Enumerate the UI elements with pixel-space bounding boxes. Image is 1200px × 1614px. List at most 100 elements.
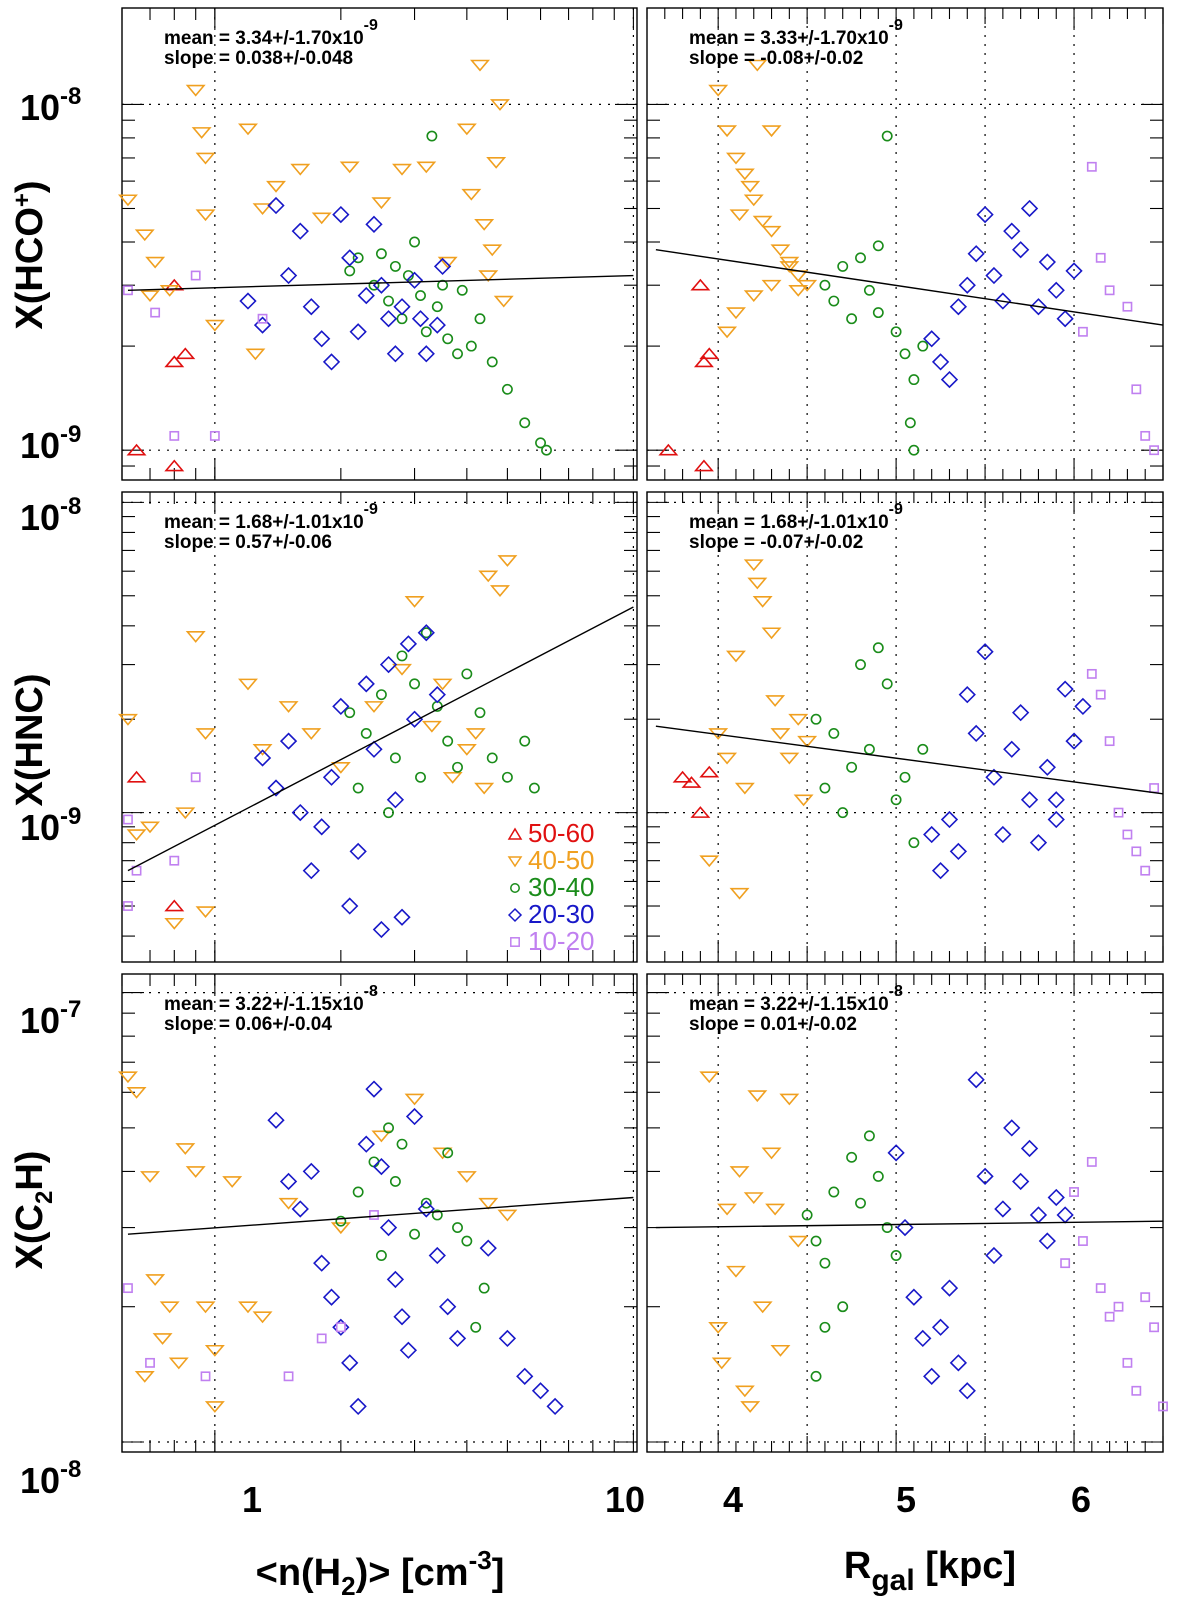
point-30-40 (863, 743, 875, 755)
point-30-40 (899, 348, 911, 360)
point-30-40 (335, 1215, 347, 1227)
point-40-50 (252, 743, 273, 756)
point-40-50 (740, 180, 761, 193)
point-10-20 (335, 1322, 346, 1333)
point-40-50 (747, 1090, 768, 1103)
point-20-30 (341, 249, 359, 267)
xtick-right-4: 4 (723, 1479, 743, 1520)
point-40-50 (159, 284, 180, 297)
point-40-50 (711, 1357, 732, 1370)
point-20-30 (914, 1329, 932, 1348)
xtick-right-6: 6 (1071, 1479, 1091, 1520)
x-axis-title-rgal: Rgal [kpc] (844, 1545, 1016, 1597)
point-40-50 (126, 829, 147, 842)
point-20-30 (1056, 310, 1074, 328)
point-10-20 (145, 1357, 155, 1368)
point-30-40 (470, 1321, 482, 1333)
point-40-50 (788, 270, 809, 283)
point-20-30 (923, 1367, 941, 1385)
fit-line (655, 1220, 1164, 1229)
annotation-slope: slope = -0.07+/-0.02 (689, 532, 863, 553)
point-20-30 (349, 842, 367, 861)
point-40-50 (330, 761, 351, 774)
point-40-50 (474, 782, 495, 795)
point-50-60 (681, 776, 702, 788)
point-20-30 (985, 768, 1003, 786)
point-30-40 (396, 1138, 408, 1150)
point-40-50 (195, 1301, 216, 1314)
point-20-30 (279, 1172, 298, 1191)
point-40-50 (478, 1197, 499, 1210)
point-30-40 (819, 279, 831, 291)
point-20-30 (291, 222, 309, 240)
point-20-30 (1012, 1172, 1030, 1191)
annotation-mean-exp: -9 (364, 501, 378, 518)
annotation-mean-text: mean = 3.33+/-1.70x10 (689, 28, 889, 49)
point-20-30 (1029, 1206, 1048, 1224)
point-40-50 (761, 279, 782, 292)
point-30-40 (383, 295, 394, 307)
point-20-30 (365, 1080, 383, 1098)
point-30-40 (456, 284, 468, 296)
point-10-20 (1122, 1357, 1133, 1368)
point-20-30 (386, 345, 405, 363)
point-20-30 (1029, 298, 1048, 316)
point-10-20 (150, 307, 161, 318)
point-20-30 (1003, 1119, 1021, 1137)
point-40-50 (747, 577, 768, 590)
point-40-50 (266, 180, 286, 193)
point-20-30 (498, 1329, 517, 1348)
point-30-40 (431, 1209, 443, 1221)
point-40-50 (725, 307, 746, 320)
point-30-40 (837, 260, 849, 272)
point-50-60 (693, 459, 714, 472)
point-20-30 (1047, 791, 1065, 809)
point-40-50 (740, 1401, 761, 1413)
point-30-40 (486, 752, 498, 764)
point-30-40 (409, 1228, 421, 1240)
point-40-50 (175, 1143, 196, 1155)
point-30-40 (917, 340, 929, 352)
point-30-40 (828, 727, 840, 739)
point-20-30 (372, 1157, 391, 1176)
panel-frame (646, 7, 1164, 481)
point-30-40 (890, 794, 902, 806)
point-30-40 (396, 313, 408, 325)
point-30-40 (837, 1301, 849, 1313)
point-40-50 (474, 219, 495, 231)
point-30-40 (396, 650, 408, 662)
point-10-20 (1149, 445, 1160, 456)
point-30-40 (474, 707, 486, 719)
point-50-60 (699, 347, 720, 360)
point-20-30 (976, 1167, 994, 1186)
point-40-50 (734, 168, 755, 181)
point-40-50 (404, 595, 425, 608)
point-40-50 (478, 270, 499, 283)
point-40-50 (195, 906, 216, 919)
point-40-50 (432, 1147, 453, 1160)
point-30-40 (890, 326, 902, 338)
point-30-40 (402, 270, 414, 281)
annotation-mean: mean = 3.34+/-1.70x10-9 (164, 17, 378, 49)
point-20-30 (267, 1111, 285, 1129)
point-20-30 (1056, 1206, 1074, 1224)
point-20-30 (887, 1144, 905, 1162)
point-30-40 (899, 771, 911, 783)
panel-frame (121, 973, 638, 1453)
point-40-50 (482, 244, 503, 257)
legend-marker-40-50 (507, 856, 523, 868)
point-40-50 (175, 807, 196, 820)
point-20-30 (313, 330, 331, 348)
point-40-50 (788, 713, 809, 726)
point-20-30 (940, 370, 959, 389)
point-20-30 (322, 1288, 341, 1306)
legend-label-50-60: 50-60 (528, 818, 595, 848)
annotation-mean: mean = 1.68+/-1.01x10-9 (689, 501, 903, 533)
point-10-20 (1104, 1311, 1115, 1322)
point-30-40 (383, 807, 394, 819)
point-40-50 (743, 1192, 764, 1204)
point-40-50 (797, 735, 818, 748)
point-40-50 (456, 123, 477, 136)
